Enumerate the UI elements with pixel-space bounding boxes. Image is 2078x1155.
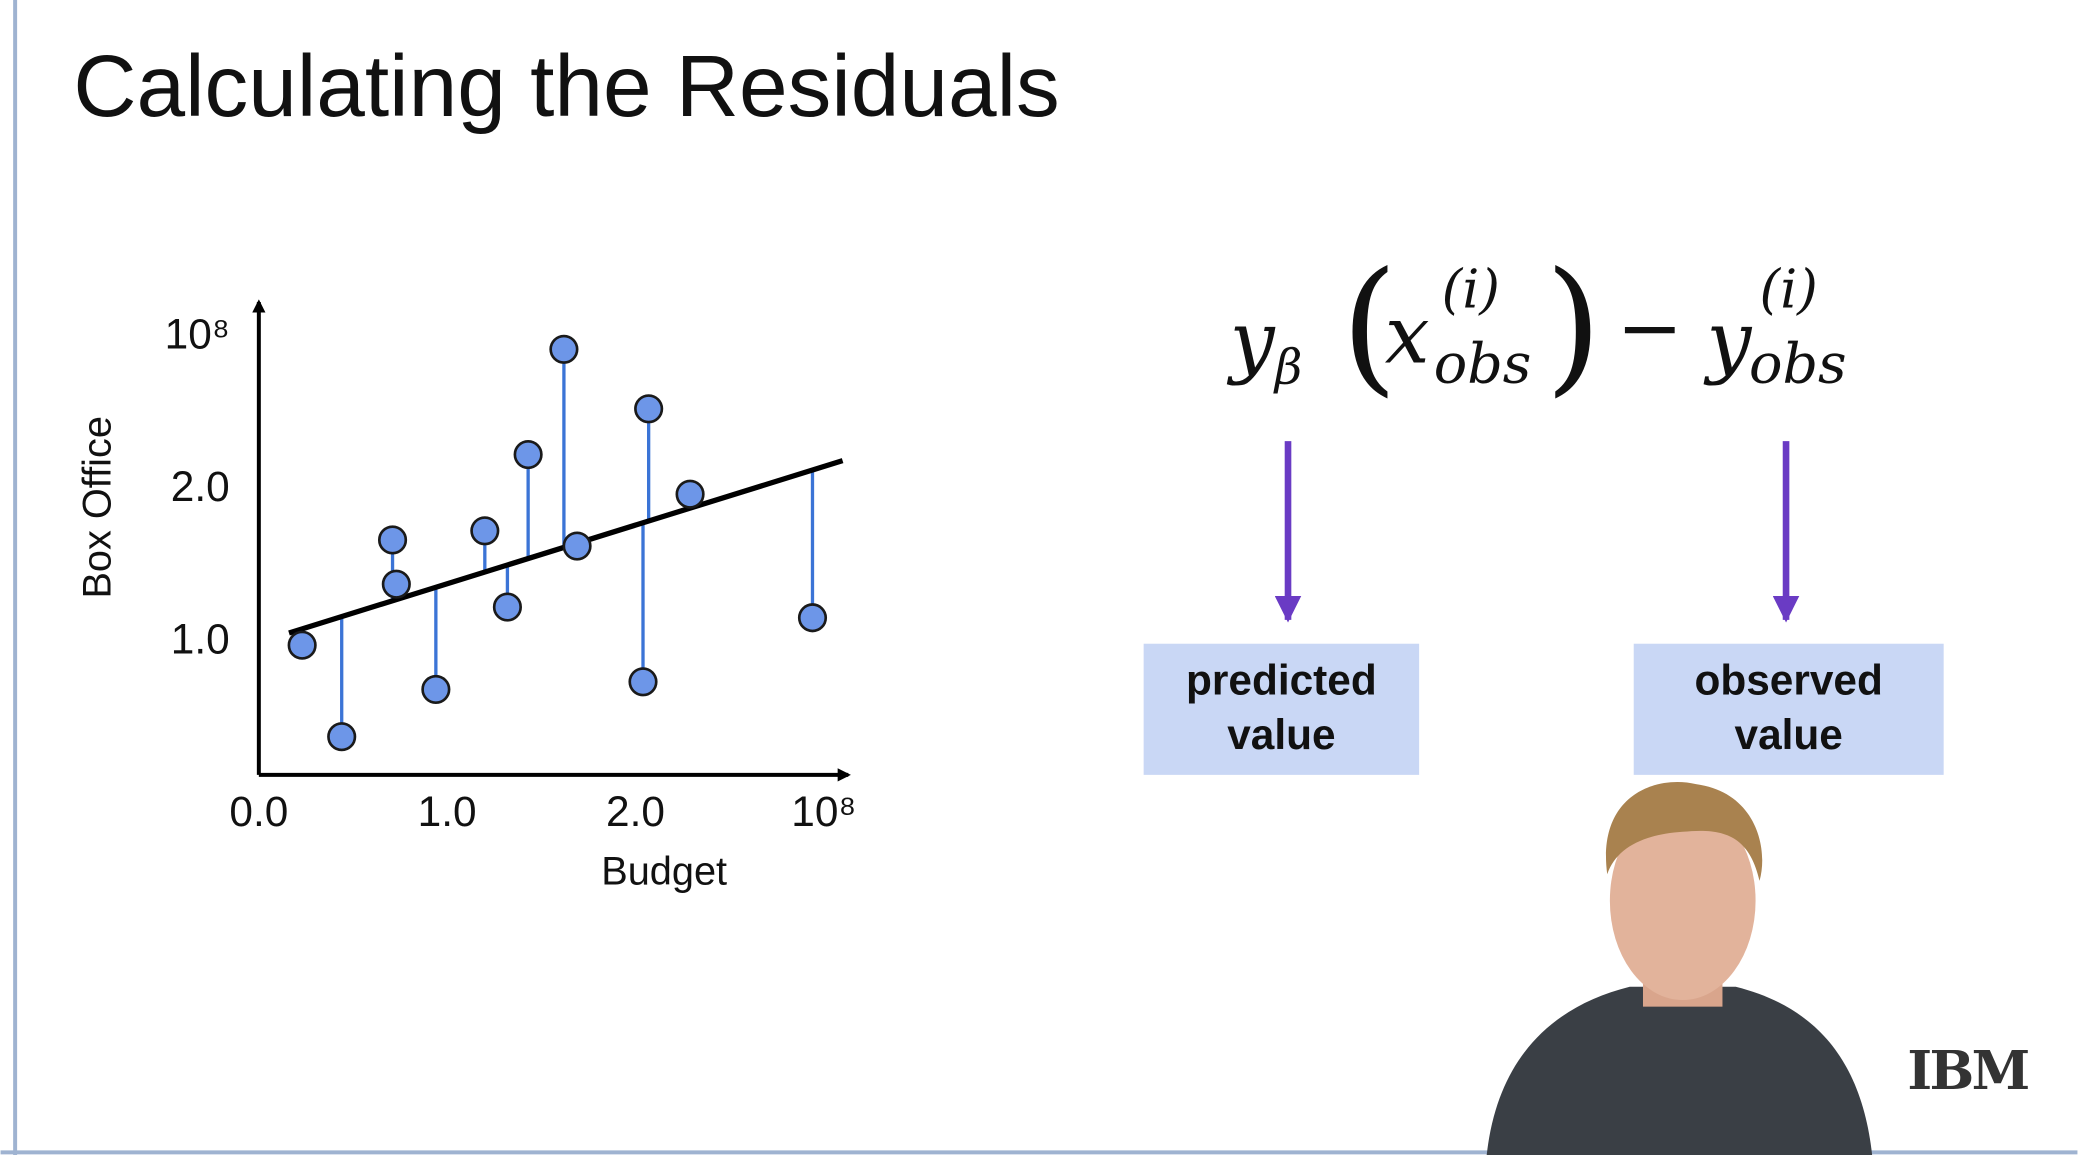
x-axis-label: Budget — [601, 850, 727, 894]
x-tick-label: 0.0 — [229, 788, 288, 835]
paren-left: ( — [1341, 242, 1398, 411]
x-tick-label: 10⁸ — [791, 788, 856, 835]
formula-y: y — [1227, 294, 1276, 387]
data-point — [377, 525, 408, 555]
data-point — [327, 722, 357, 752]
data-point — [421, 674, 451, 705]
data-point — [513, 439, 543, 470]
logo: IBM — [1907, 1040, 2028, 1102]
formula-sup2: (i) — [1760, 260, 1818, 321]
formula-beta: β — [1273, 340, 1303, 395]
formula-sub2: obs — [1749, 332, 1847, 397]
formula: y β ( x (i) obs ) − y (i) obs — [1227, 242, 1847, 411]
presenter — [1486, 782, 1873, 1155]
y-tick-label: 1.0 — [171, 615, 230, 662]
label-box — [1143, 643, 1420, 775]
data-point — [492, 592, 522, 622]
box-text: value — [1227, 711, 1335, 758]
formula-x: x — [1385, 289, 1430, 382]
data-point — [797, 603, 828, 633]
data-point — [628, 667, 658, 697]
slide-title: Calculating the Residuals — [73, 37, 1059, 135]
data-point — [381, 569, 411, 599]
data-point — [562, 531, 592, 561]
box-text: observed — [1694, 657, 1882, 704]
box-text: value — [1735, 711, 1843, 758]
y-axis-label: Box Office — [75, 416, 119, 598]
y-tick-label: 10⁸ — [165, 310, 230, 357]
formula-minus: − — [1617, 281, 1684, 374]
formula-sup: (i) — [1442, 260, 1500, 321]
x-tick-label: 1.0 — [418, 788, 477, 835]
y-tick-label: 2.0 — [171, 463, 230, 510]
data-point — [470, 516, 500, 546]
label-box — [1633, 643, 1944, 775]
data-point — [675, 479, 705, 509]
data-point — [634, 394, 664, 424]
formula-sub: obs — [1434, 332, 1532, 397]
data-point — [549, 334, 579, 364]
box-text: predicted — [1186, 657, 1377, 704]
paren-right: ) — [1545, 242, 1602, 411]
formula-y2: y — [1704, 294, 1753, 387]
data-point — [287, 630, 317, 660]
x-tick-label: 2.0 — [606, 788, 665, 835]
chart: 0.0 1.0 2.0 10⁸ 1.0 2.0 10⁸ Budget Box Office — [75, 299, 856, 894]
